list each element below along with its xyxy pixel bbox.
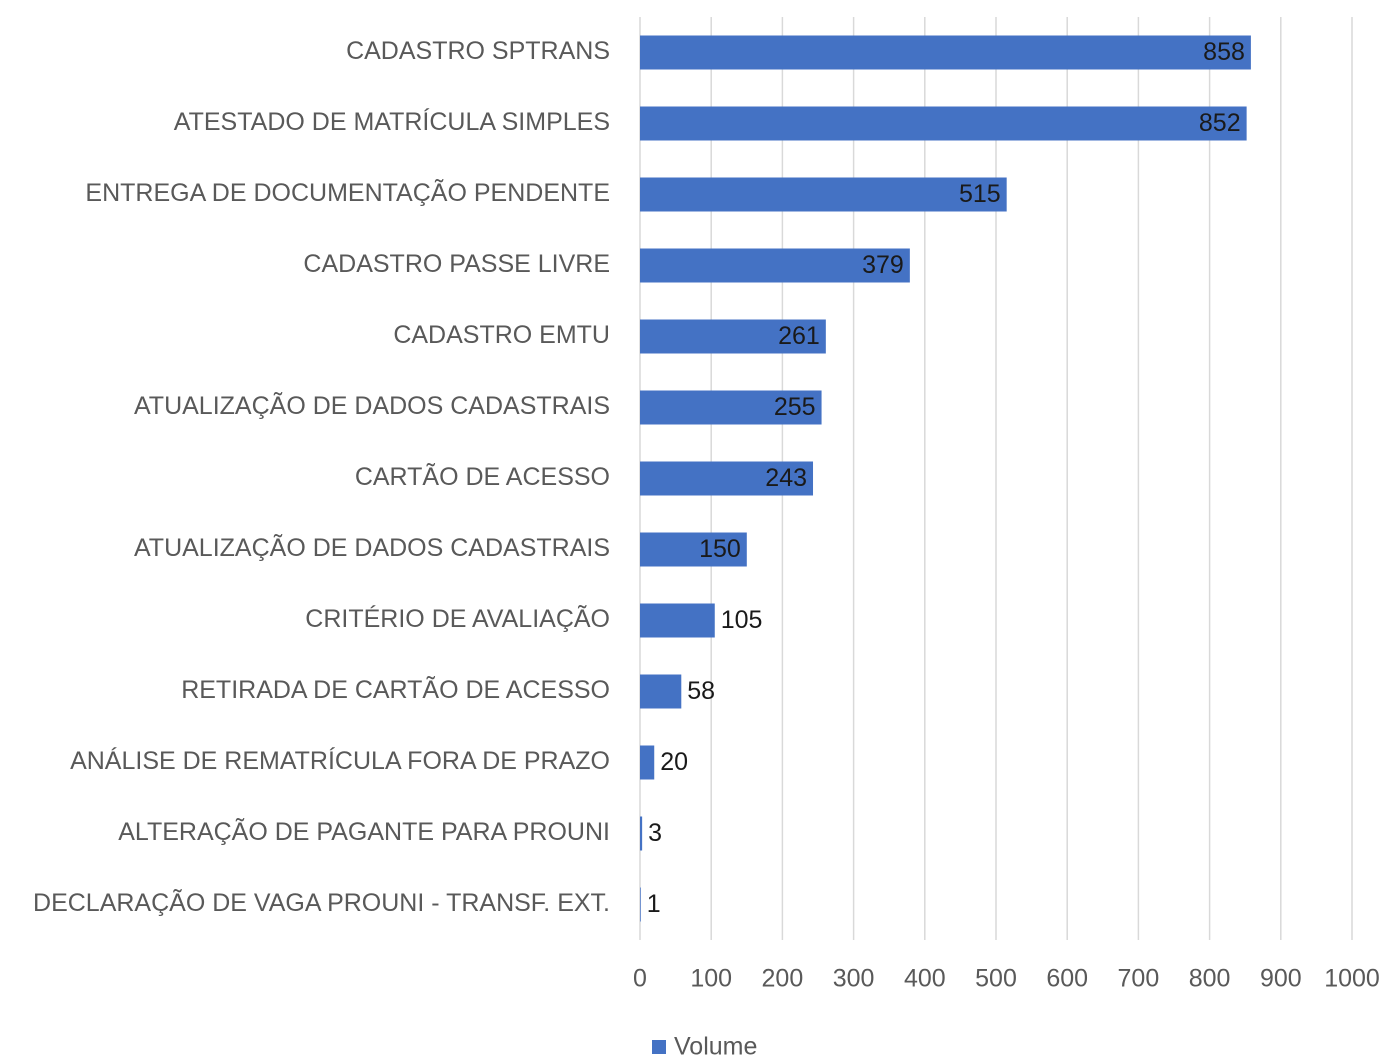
category-label: ENTREGA DE DOCUMENTAÇÃO PENDENTE (85, 178, 610, 207)
value-label: 150 (699, 535, 741, 563)
x-tick-label: 100 (690, 965, 732, 993)
x-tick-label: 800 (1189, 965, 1231, 993)
bar (640, 461, 814, 496)
value-label: 515 (959, 180, 1001, 208)
category-label: RETIRADA DE CARTÃO DE ACESSO (181, 675, 610, 704)
x-tick-label: 900 (1260, 965, 1302, 993)
bar (640, 35, 1251, 70)
x-tick-label: 300 (833, 965, 875, 993)
value-label: 105 (721, 606, 763, 634)
bar (640, 106, 1247, 141)
legend-label: Volume (674, 1033, 757, 1060)
x-tick-label: 400 (904, 965, 946, 993)
value-label: 20 (660, 748, 688, 776)
value-label: 243 (765, 464, 807, 492)
category-label: ATUALIZAÇÃO DE DADOS CADASTRAIS (134, 533, 610, 562)
legend-swatch (652, 1040, 666, 1054)
bar (640, 248, 910, 283)
category-label: CADASTRO PASSE LIVRE (303, 250, 610, 278)
value-label: 3 (648, 819, 662, 847)
bar (640, 674, 682, 709)
value-label: 261 (778, 322, 820, 350)
x-tick-label: 600 (1046, 965, 1088, 993)
category-label: ALTERAÇÃO DE PAGANTE PARA PROUNI (118, 817, 610, 846)
bar (640, 532, 747, 567)
x-tick-label: 200 (762, 965, 804, 993)
category-label: CADASTRO SPTRANS (346, 37, 610, 65)
bar (640, 745, 655, 780)
category-label: ATESTADO DE MATRÍCULA SIMPLES (174, 107, 610, 136)
value-label: 852 (1199, 109, 1241, 137)
x-tick-label: 0 (633, 965, 647, 993)
bar (640, 319, 826, 354)
value-label: 379 (862, 251, 904, 279)
value-label: 58 (687, 677, 715, 705)
x-tick-label: 500 (975, 965, 1017, 993)
x-tick-label: 1000 (1324, 965, 1380, 993)
category-label: DECLARAÇÃO DE VAGA PROUNI - TRANSF. EXT. (33, 888, 610, 917)
value-label: 255 (774, 393, 816, 421)
category-label: ATUALIZAÇÃO DE DADOS CADASTRAIS (134, 391, 610, 420)
bar (640, 887, 641, 922)
value-label: 858 (1203, 38, 1245, 66)
x-tick-label: 700 (1118, 965, 1160, 993)
bar (640, 603, 715, 638)
bar (640, 177, 1007, 212)
value-label: 1 (647, 890, 661, 918)
category-label: CRITÉRIO DE AVALIAÇÃO (305, 604, 610, 633)
bar (640, 816, 643, 851)
bar (640, 390, 822, 425)
category-label: CADASTRO EMTU (393, 321, 610, 349)
category-label: CARTÃO DE ACESSO (355, 462, 610, 491)
category-label: ANÁLISE DE REMATRÍCULA FORA DE PRAZO (70, 746, 610, 775)
